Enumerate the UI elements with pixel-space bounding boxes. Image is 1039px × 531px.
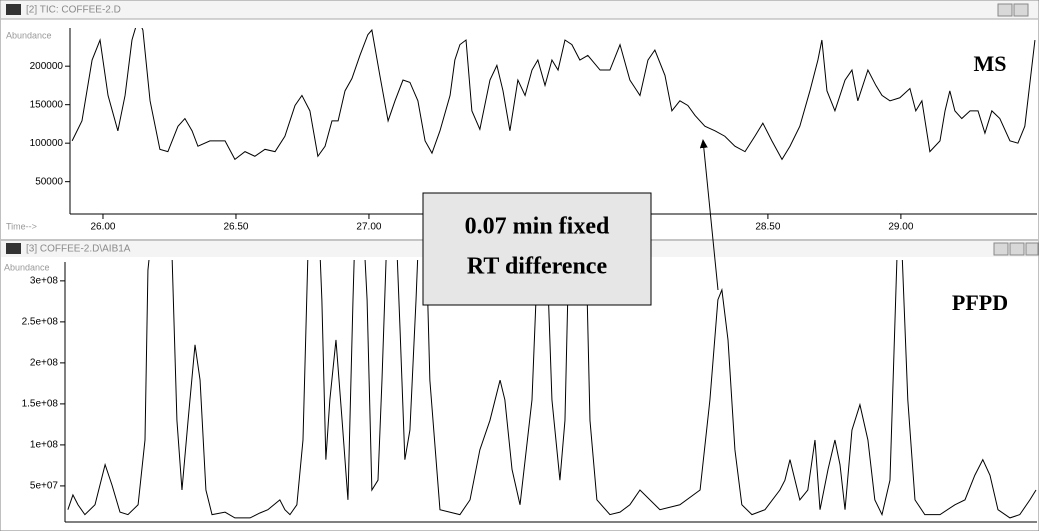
maximize-button[interactable] bbox=[1013, 3, 1029, 17]
trace-label: PFPD bbox=[952, 290, 1008, 315]
x-axis-label: Time--> bbox=[6, 221, 37, 231]
arrow bbox=[699, 139, 719, 291]
maximize-button[interactable] bbox=[1009, 242, 1025, 256]
window-icon bbox=[6, 243, 21, 254]
window-icon bbox=[6, 4, 21, 15]
y-tick-label: 3e+08 bbox=[30, 276, 59, 287]
y-tick-label: 2.5e+08 bbox=[22, 317, 59, 328]
y-axis-label: Abundance bbox=[4, 262, 50, 272]
y-tick-label: 2e+08 bbox=[30, 358, 59, 369]
x-tick-label: 26.00 bbox=[90, 222, 115, 233]
x-tick-label: 28.50 bbox=[755, 222, 780, 233]
minimize-button[interactable] bbox=[993, 242, 1009, 256]
trace-label: MS bbox=[974, 51, 1007, 76]
y-tick-label: 1.5e+08 bbox=[22, 399, 59, 410]
y-tick-label: 100000 bbox=[30, 138, 64, 149]
y-axis-label: Abundance bbox=[6, 30, 52, 40]
trace bbox=[67, 260, 1037, 519]
window-titlebar bbox=[1, 1, 1038, 19]
y-tick-label: 1e+08 bbox=[30, 440, 59, 451]
annotation-text: 0.07 min fixed bbox=[465, 214, 610, 240]
annotation-box bbox=[422, 192, 652, 306]
x-tick-label: 26.50 bbox=[223, 222, 248, 233]
annotation: 0.07 min fixed RT difference bbox=[422, 139, 719, 306]
y-tick-label: 150000 bbox=[30, 99, 64, 110]
window-title: [2] TIC: COFFEE-2.D bbox=[26, 5, 121, 16]
x-tick-label: 29.00 bbox=[888, 222, 913, 233]
window-title: [3] COFFEE-2.D\AIB1A bbox=[26, 244, 131, 255]
y-tick-label: 5e+07 bbox=[30, 481, 59, 492]
annotation-text: RT difference bbox=[467, 254, 608, 280]
x-tick-label: 27.00 bbox=[356, 222, 381, 233]
trace bbox=[71, 28, 1036, 161]
y-tick-label: 50000 bbox=[35, 176, 63, 187]
minimize-button[interactable] bbox=[997, 3, 1013, 17]
y-tick-label: 200000 bbox=[30, 61, 64, 72]
close-button[interactable] bbox=[1025, 242, 1039, 256]
